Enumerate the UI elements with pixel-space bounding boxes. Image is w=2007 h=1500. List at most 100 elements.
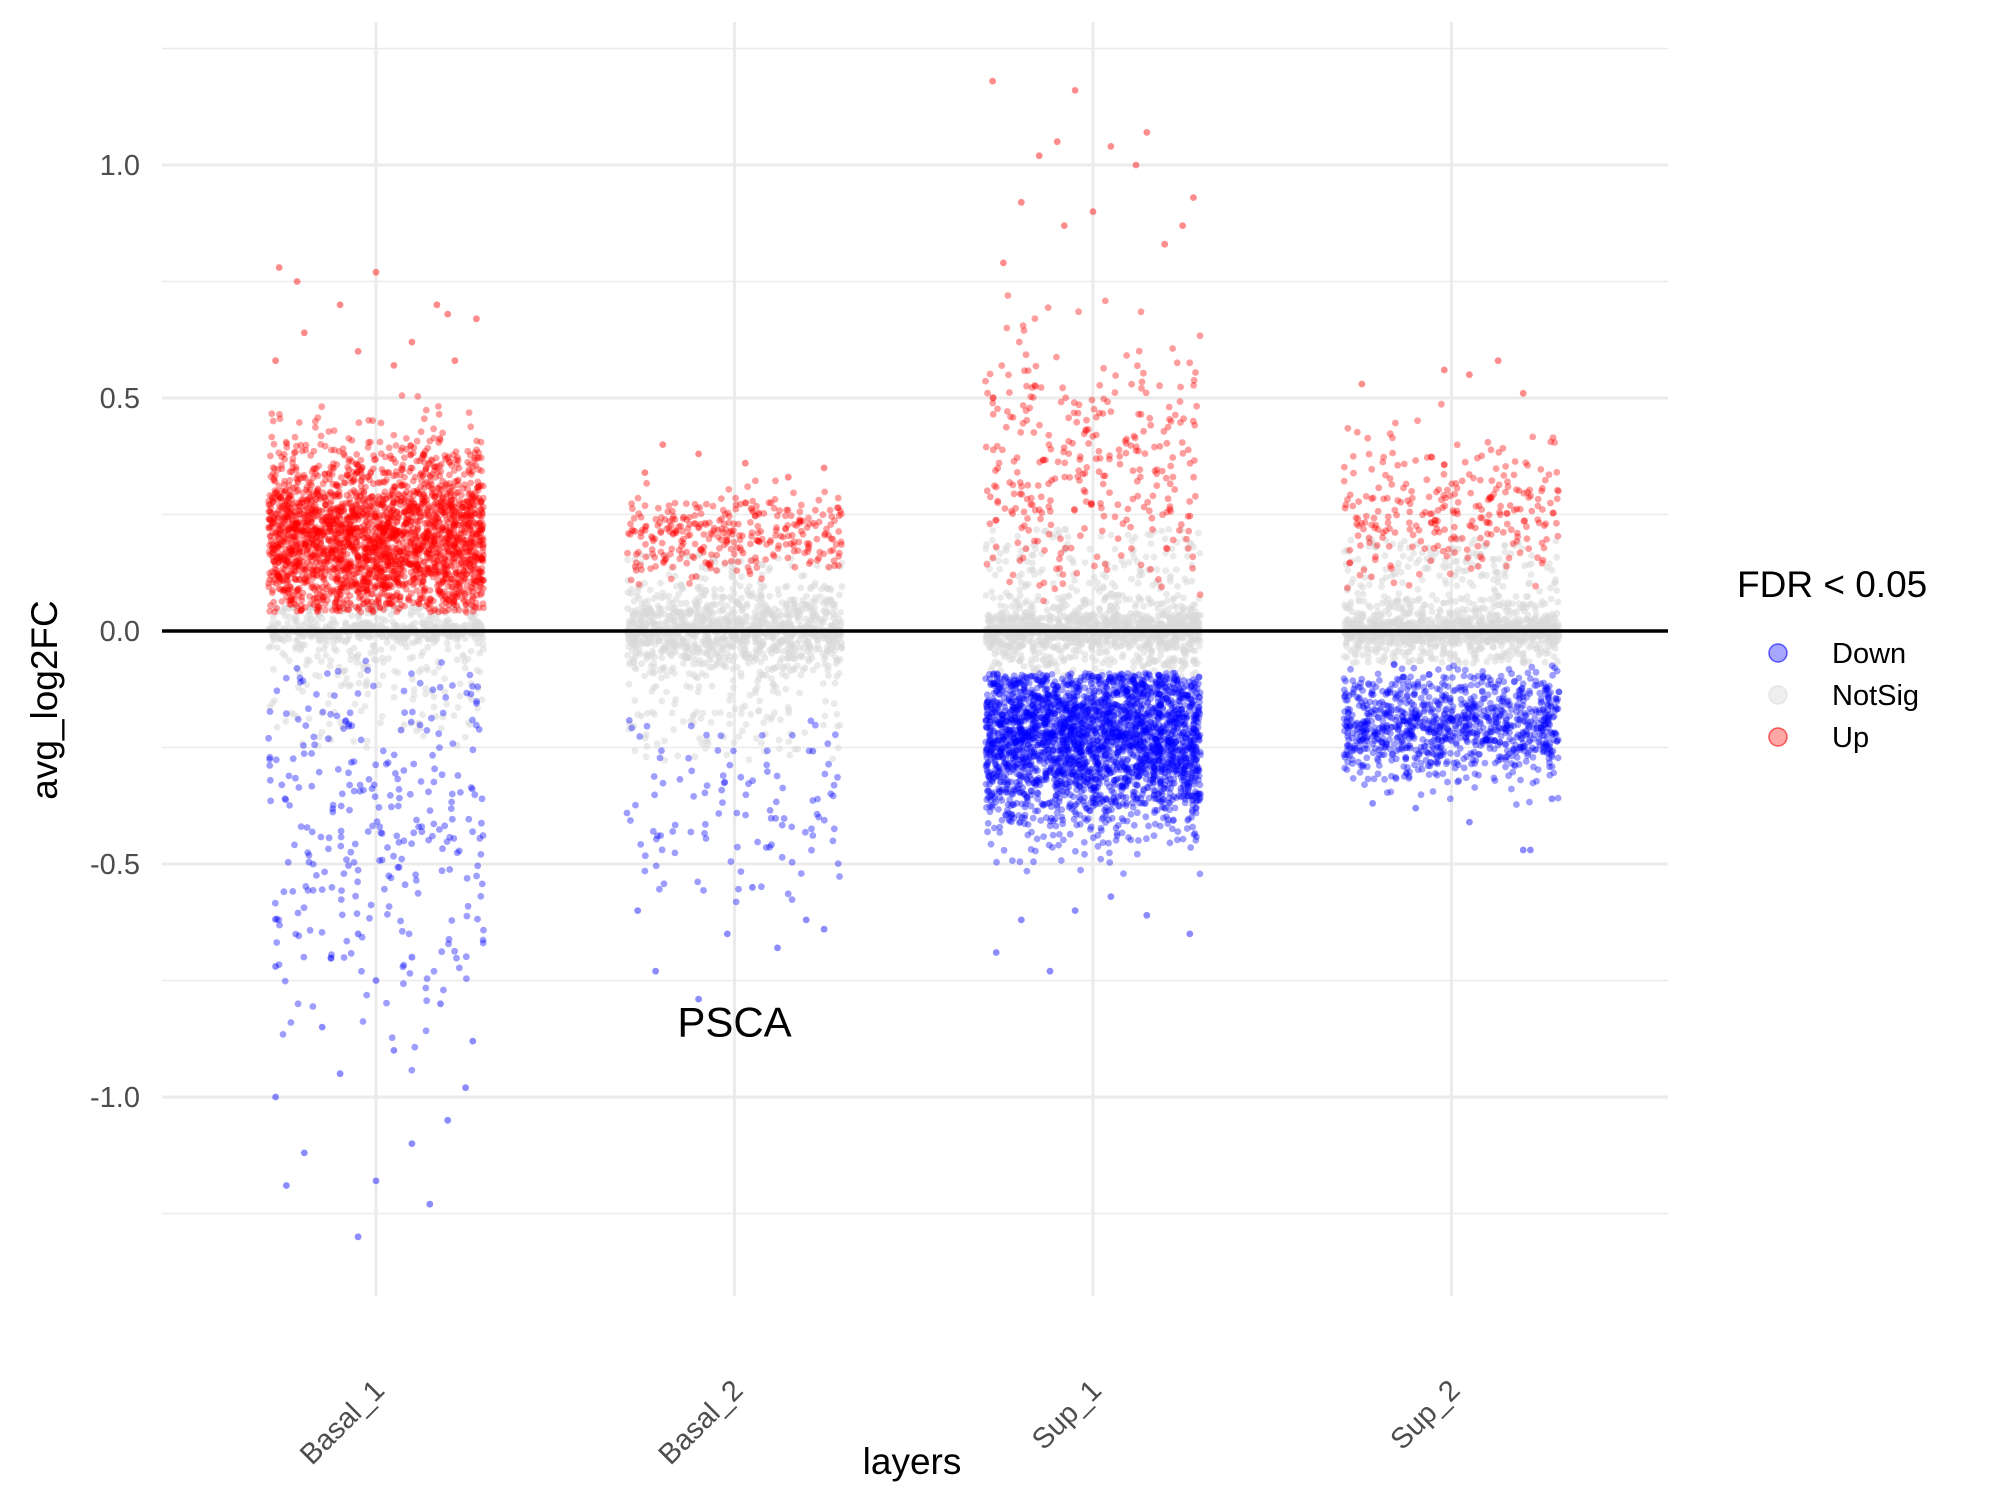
- notsig-point: [825, 596, 833, 604]
- notsig-point: [1144, 642, 1152, 649]
- notsig-point: [793, 640, 801, 647]
- notsig-point: [1107, 531, 1115, 539]
- notsig-point: [738, 704, 746, 712]
- notsig-point: [735, 733, 743, 740]
- notsig-point: [1007, 643, 1015, 651]
- notsig-point: [1378, 577, 1386, 584]
- notsig-point: [717, 599, 725, 607]
- notsig-point: [356, 635, 364, 642]
- notsig-point: [698, 669, 706, 677]
- notsig-point: [415, 668, 423, 676]
- notsig-point: [642, 731, 650, 739]
- notsig-point: [375, 681, 383, 689]
- notsig-point: [1183, 648, 1191, 655]
- notsig-point: [732, 579, 739, 587]
- notsig-point: [738, 573, 745, 580]
- notsig-point: [1086, 545, 1094, 553]
- notsig-point: [704, 636, 711, 644]
- notsig-point: [378, 654, 386, 662]
- notsig-point: [1073, 587, 1081, 595]
- notsig-point: [756, 697, 764, 705]
- notsig-point: [731, 705, 739, 713]
- notsig-point: [332, 620, 340, 628]
- notsig-point: [1458, 637, 1466, 644]
- notsig-point: [694, 594, 702, 602]
- notsig-point: [753, 734, 760, 742]
- notsig-point: [1136, 595, 1143, 603]
- notsig-point: [653, 740, 661, 748]
- notsig-point: [1133, 651, 1141, 659]
- notsig-point: [680, 643, 688, 651]
- notsig-point: [1398, 603, 1405, 610]
- notsig-point: [293, 617, 301, 625]
- notsig-point: [1394, 633, 1402, 640]
- notsig-point: [669, 664, 677, 672]
- notsig-point: [695, 646, 703, 653]
- notsig-point: [830, 605, 838, 612]
- notsig-point: [668, 652, 675, 660]
- notsig-point: [1520, 607, 1528, 615]
- notsig-point: [1501, 548, 1509, 556]
- notsig-point: [773, 663, 781, 671]
- notsig-point: [363, 743, 370, 751]
- notsig-point: [661, 610, 668, 618]
- notsig-point: [1015, 573, 1023, 581]
- notsig-point: [717, 709, 724, 716]
- notsig-point: [1057, 603, 1064, 611]
- notsig-point: [832, 660, 840, 667]
- notsig-point: [774, 689, 782, 697]
- notsig-point: [753, 684, 761, 691]
- notsig-point: [1125, 559, 1133, 566]
- notsig-point: [1452, 568, 1460, 576]
- notsig-point: [1013, 612, 1020, 620]
- notsig-point: [1158, 527, 1166, 535]
- notsig-point: [428, 612, 435, 619]
- notsig-point: [1162, 567, 1170, 574]
- notsig-point: [1011, 597, 1019, 604]
- notsig-point: [757, 592, 765, 600]
- notsig-point: [326, 734, 333, 742]
- notsig-point: [1137, 635, 1145, 643]
- notsig-point: [408, 639, 416, 647]
- notsig-point: [357, 671, 364, 679]
- notsig-point: [693, 614, 701, 622]
- notsig-point: [1428, 608, 1436, 616]
- notsig-point: [1483, 571, 1490, 579]
- notsig-point: [1414, 586, 1422, 593]
- notsig-point: [1547, 595, 1555, 603]
- notsig-point: [814, 662, 821, 669]
- notsig-point: [1071, 576, 1078, 584]
- notsig-point: [686, 683, 694, 691]
- notsig-point: [424, 643, 432, 651]
- notsig-point: [1146, 596, 1153, 604]
- notsig-point: [1026, 637, 1034, 644]
- notsig-point: [645, 604, 653, 612]
- notsig-point: [315, 646, 323, 654]
- notsig-point: [1443, 580, 1450, 588]
- notsig-point: [1520, 601, 1527, 609]
- notsig-point: [411, 619, 419, 627]
- notsig-point: [443, 639, 451, 647]
- notsig-point: [797, 671, 805, 679]
- notsig-point: [988, 588, 995, 595]
- notsig-point: [1355, 598, 1363, 605]
- notsig-point: [819, 680, 827, 687]
- notsig-point: [702, 745, 709, 752]
- notsig-point: [1440, 599, 1447, 607]
- notsig-point: [276, 634, 283, 642]
- notsig-point: [1381, 552, 1389, 560]
- notsig-point: [393, 604, 400, 612]
- notsig-point: [1196, 550, 1204, 557]
- notsig-point: [1415, 556, 1423, 564]
- notsig-point: [1031, 571, 1038, 578]
- notsig-point: [377, 719, 384, 727]
- notsig-point: [663, 688, 670, 696]
- notsig-point: [999, 612, 1006, 619]
- notsig-point: [1021, 599, 1029, 607]
- notsig-point: [1378, 583, 1385, 591]
- notsig-point: [307, 616, 314, 624]
- notsig-point: [410, 686, 418, 694]
- notsig-point: [1172, 636, 1179, 644]
